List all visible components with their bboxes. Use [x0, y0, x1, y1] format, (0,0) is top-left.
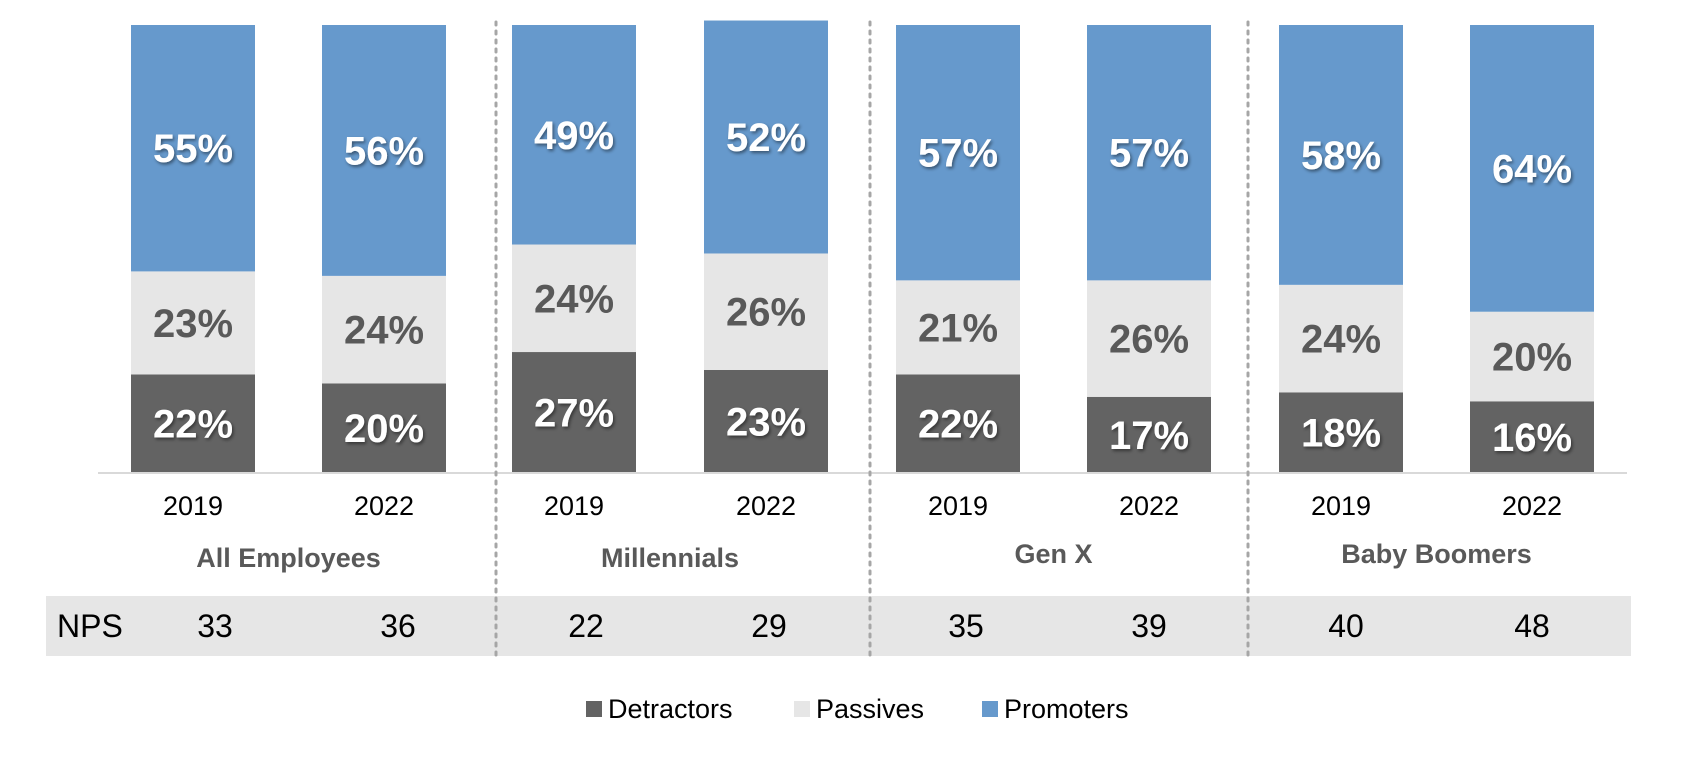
data-label-promoters-7: 58% — [1301, 134, 1381, 178]
x-tick-label-5: 2019 — [928, 491, 988, 521]
stacked-bar-chart: 22% 23% 55% 20% 24% 56% 27% 24% 49% 23% 26% 52% 22% 2… — [0, 0, 1682, 765]
group-label-3: Gen X — [1014, 539, 1092, 569]
data-label-passives-7: 24% — [1301, 318, 1381, 362]
nps-value-3: 22 — [568, 608, 604, 644]
data-label-passives-5: 21% — [918, 306, 998, 350]
data-label-promoters-4: 52% — [726, 116, 806, 160]
data-label-passives-2: 24% — [344, 309, 424, 353]
nps-value-2: 36 — [380, 608, 416, 644]
data-label-promoters-5: 57% — [918, 132, 998, 176]
group-label-1: All Employees — [196, 543, 381, 573]
legend-swatch-promoters — [982, 701, 998, 717]
legend-label-promoters: Promoters — [1004, 694, 1129, 724]
data-label-detractors-7: 18% — [1301, 412, 1381, 456]
x-tick-label-7: 2019 — [1311, 491, 1371, 521]
nps-value-1: 33 — [197, 608, 233, 644]
data-label-promoters-1: 55% — [153, 127, 233, 171]
data-label-promoters-6: 57% — [1109, 132, 1189, 176]
x-tick-label-6: 2022 — [1119, 491, 1179, 521]
chart-root: 22% 23% 55% 20% 24% 56% 27% 24% 49% 23% 26% 52% 22% 2… — [0, 0, 1682, 765]
legend-label-passives: Passives — [816, 694, 924, 724]
legend-swatch-passives — [794, 701, 810, 717]
x-tick-label-4: 2022 — [736, 491, 796, 521]
legend-label-detractors: Detractors — [608, 694, 733, 724]
group-label-4: Baby Boomers — [1341, 539, 1532, 569]
x-tick-label-3: 2019 — [544, 491, 604, 521]
data-label-promoters-3: 49% — [534, 114, 614, 158]
data-label-passives-6: 26% — [1109, 318, 1189, 362]
data-label-promoters-2: 56% — [344, 129, 424, 173]
data-label-detractors-6: 17% — [1109, 414, 1189, 458]
x-axis-labels: 2019 2022 2019 2022 2019 2022 2019 2022 All Empl… — [163, 491, 1562, 573]
legend-swatch-detractors — [586, 701, 602, 717]
data-label-passives-8: 20% — [1492, 336, 1572, 380]
nps-value-4: 29 — [751, 608, 787, 644]
data-label-detractors-5: 22% — [918, 403, 998, 447]
data-label-passives-3: 24% — [534, 277, 614, 321]
data-label-detractors-1: 22% — [153, 403, 233, 447]
data-label-promoters-8: 64% — [1492, 147, 1572, 191]
x-tick-label-8: 2022 — [1502, 491, 1562, 521]
nps-value-8: 48 — [1514, 608, 1550, 644]
x-tick-label-1: 2019 — [163, 491, 223, 521]
data-label-detractors-4: 23% — [726, 400, 806, 444]
nps-value-5: 35 — [948, 608, 984, 644]
legend: Detractors Passives Promoters — [586, 694, 1129, 724]
data-label-detractors-2: 20% — [344, 407, 424, 451]
data-label-passives-1: 23% — [153, 302, 233, 346]
data-label-passives-4: 26% — [726, 291, 806, 335]
x-tick-label-2: 2022 — [354, 491, 414, 521]
nps-value-7: 40 — [1328, 608, 1364, 644]
bars-layer: 22% 23% 55% 20% 24% 56% 27% 24% 49% 23% 26% 52% 22% 2… — [131, 21, 1594, 473]
group-label-2: Millennials — [601, 543, 739, 573]
nps-row-background — [46, 596, 1631, 656]
data-label-detractors-3: 27% — [534, 392, 614, 436]
nps-value-6: 39 — [1131, 608, 1167, 644]
data-label-detractors-8: 16% — [1492, 416, 1572, 460]
nps-row-label: NPS — [57, 608, 123, 644]
